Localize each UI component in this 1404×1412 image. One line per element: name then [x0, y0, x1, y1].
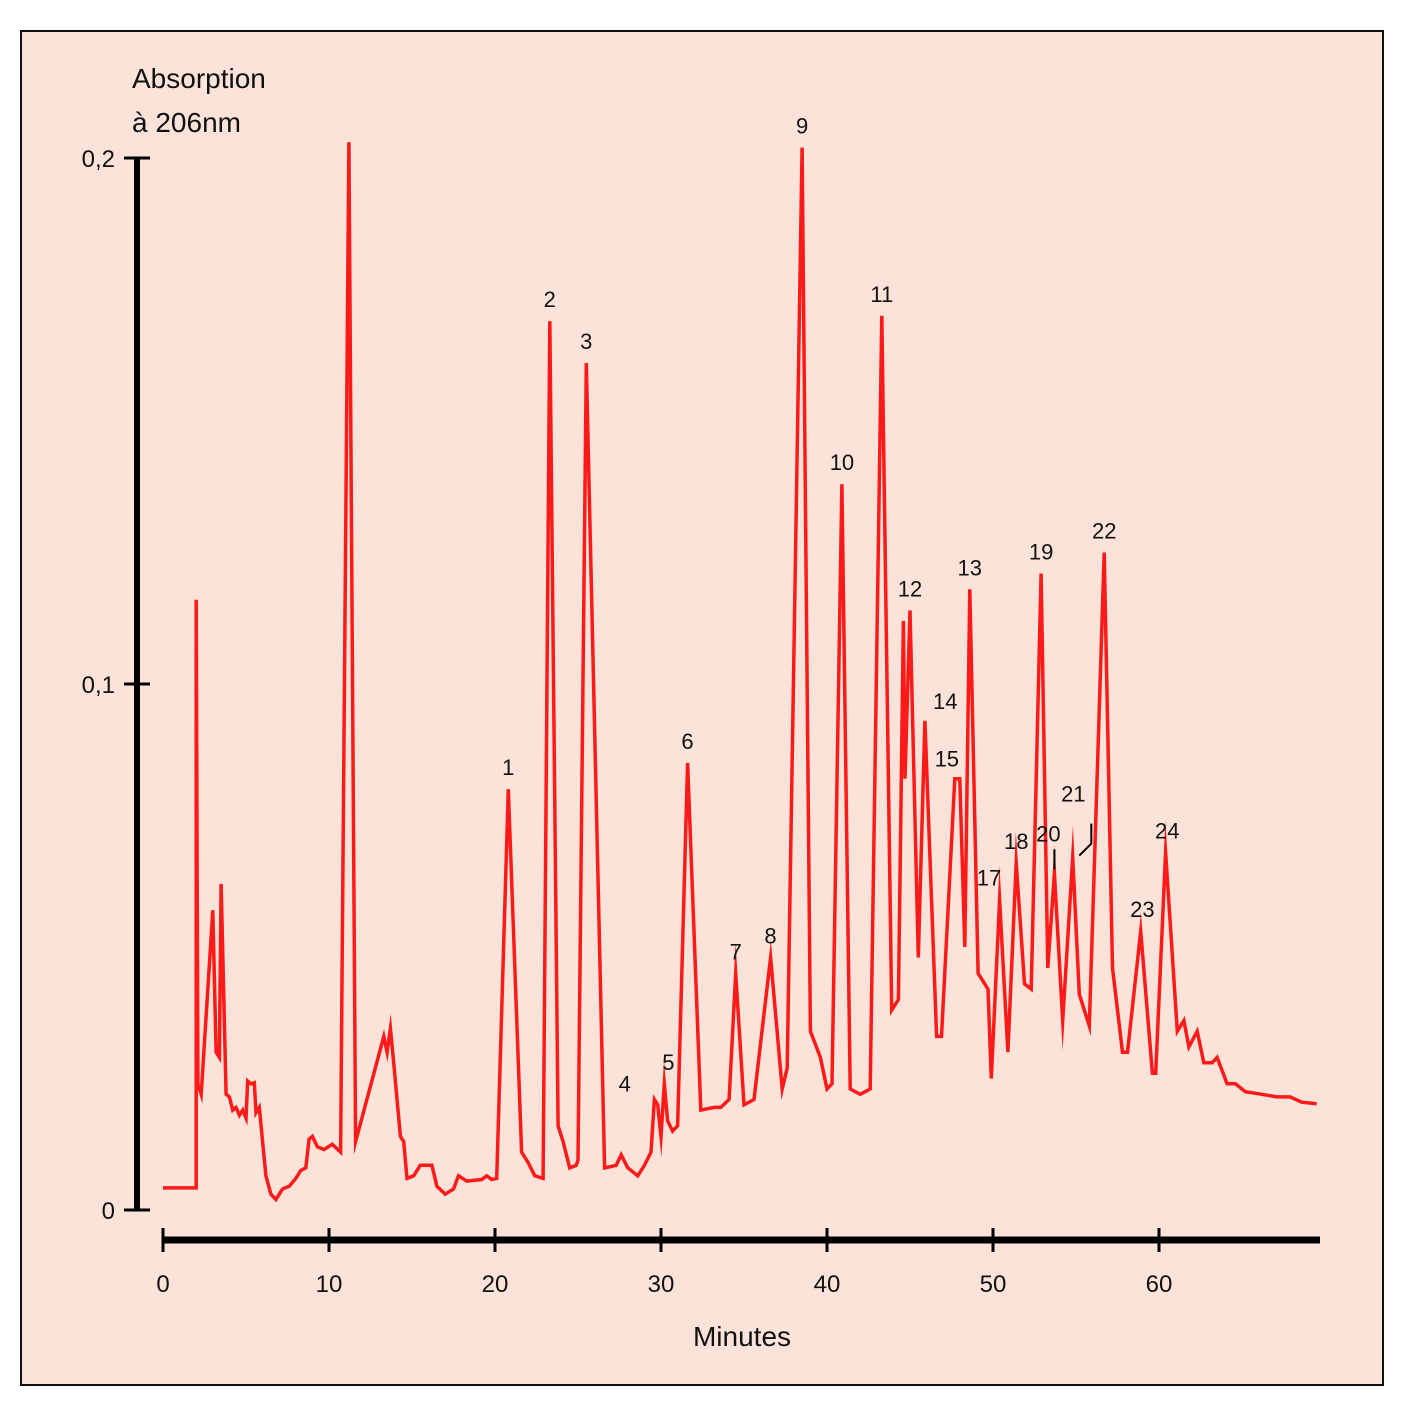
- peak-label: 12: [898, 576, 922, 601]
- peak-label: 19: [1029, 540, 1053, 565]
- peak-label: 24: [1155, 818, 1179, 843]
- peak-label: 11: [870, 282, 893, 307]
- peak-label: 15: [935, 747, 959, 772]
- x-tick-label: 60: [1146, 1271, 1173, 1298]
- peak-label: 21: [1061, 782, 1085, 807]
- peak-label: 9: [796, 113, 808, 138]
- y-axis: 0 0,1 0,2: [82, 146, 150, 1225]
- x-tick-label: 0: [156, 1271, 169, 1298]
- peak-label: 2: [544, 287, 556, 312]
- x-tick-label: 30: [648, 1271, 675, 1298]
- chart-panel: [20, 30, 1384, 1386]
- x-tick-label: 50: [980, 1271, 1007, 1298]
- peak-label: 7: [730, 939, 742, 964]
- peak-leader-lines: [1053, 823, 1093, 870]
- peak-label: 8: [764, 924, 776, 949]
- peak-label: 6: [681, 729, 693, 754]
- series-layer: [162, 142, 1317, 1203]
- peak-label: 14: [933, 689, 957, 714]
- y-tick-label: 0: [102, 1198, 115, 1225]
- peak-label: 17: [977, 866, 1001, 891]
- x-axis: 0 10 20 30 40 50 60: [156, 1228, 1320, 1298]
- peak-label: 10: [830, 450, 854, 475]
- leader-line-21: [1078, 823, 1093, 857]
- x-tick-label: 10: [316, 1271, 343, 1298]
- x-tick-label: 40: [814, 1271, 841, 1298]
- y-axis-title: Absorption à 206nm: [132, 63, 266, 138]
- peak-label: 5: [662, 1050, 674, 1075]
- y-tick-label: 0,2: [82, 146, 115, 173]
- y-axis-title-line-2: à 206nm: [132, 107, 241, 138]
- x-tick-label: 20: [482, 1271, 509, 1298]
- peak-label: 20: [1036, 821, 1060, 846]
- peak-label: 3: [580, 329, 592, 354]
- y-axis-title-line-1: Absorption: [132, 63, 266, 94]
- y-tick-label: 0,1: [82, 672, 115, 699]
- peak-label: 13: [958, 555, 982, 580]
- peak-label: 22: [1092, 519, 1116, 544]
- peak-label: 23: [1130, 897, 1154, 922]
- peak-label: 1: [502, 755, 514, 780]
- peak-label: 18: [1004, 829, 1028, 854]
- series-line: [163, 142, 1317, 1203]
- peak-label: 4: [619, 1072, 631, 1097]
- x-axis-title: Minutes: [693, 1321, 791, 1352]
